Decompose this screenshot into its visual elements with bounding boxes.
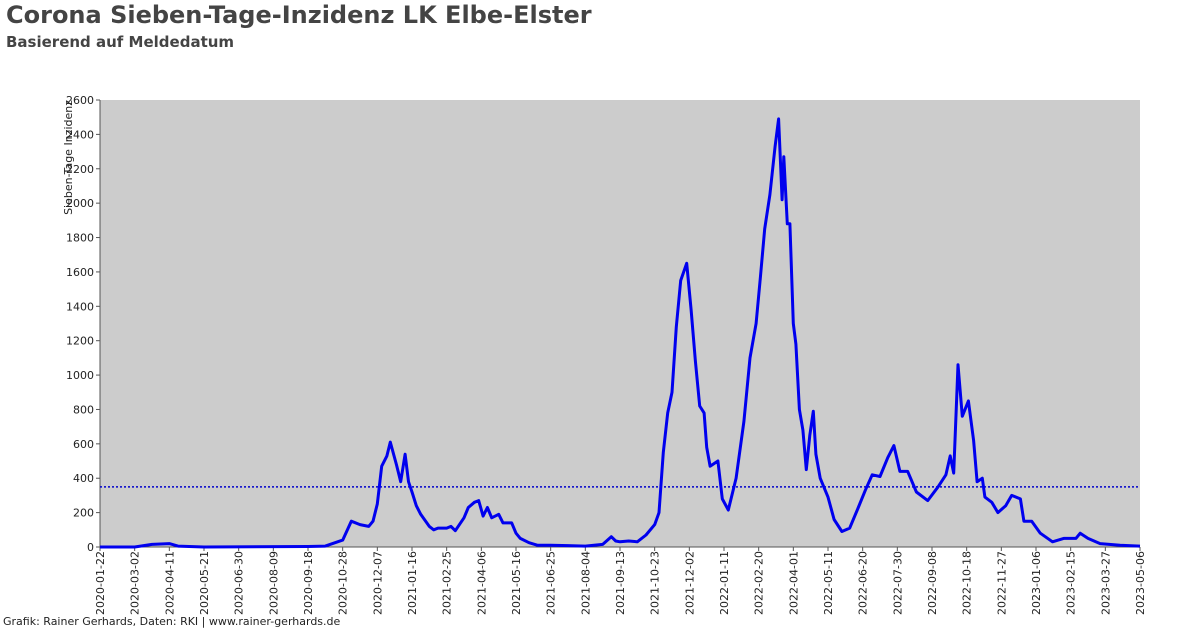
x-tick-label: 2021-08-04 bbox=[579, 551, 592, 615]
x-tick-label: 2020-08-09 bbox=[267, 551, 280, 615]
y-tick-label: 200 bbox=[73, 507, 94, 520]
x-tick-label: 2020-09-18 bbox=[302, 551, 315, 615]
chart-title: Corona Sieben-Tage-Inzidenz LK Elbe-Elst… bbox=[6, 1, 592, 29]
x-tick-label: 2021-02-25 bbox=[441, 551, 454, 615]
x-tick-label: 2022-09-08 bbox=[926, 551, 939, 615]
y-tick-label: 2600 bbox=[66, 94, 94, 107]
y-tick-label: 2400 bbox=[66, 128, 94, 141]
x-tick-label: 2022-10-18 bbox=[961, 551, 974, 615]
y-tick-label: 2200 bbox=[66, 163, 94, 176]
y-tick-label: 1800 bbox=[66, 232, 94, 245]
x-tick-label: 2020-05-21 bbox=[198, 551, 211, 615]
y-tick-label: 1600 bbox=[66, 266, 94, 279]
y-tick-label: 1400 bbox=[66, 300, 94, 313]
x-tick-label: 2021-04-06 bbox=[475, 551, 488, 615]
x-tick-label: 2020-06-30 bbox=[233, 551, 246, 615]
x-tick-label: 2020-01-22 bbox=[94, 551, 107, 615]
x-tick-label: 2021-05-16 bbox=[510, 551, 523, 615]
x-tick-label: 2021-01-16 bbox=[406, 551, 419, 615]
x-tick-label: 2022-04-01 bbox=[787, 551, 800, 615]
x-tick-label: 2020-10-28 bbox=[337, 551, 350, 615]
x-tick-label: 2023-03-27 bbox=[1099, 551, 1112, 615]
y-tick-label: 800 bbox=[73, 403, 94, 416]
x-tick-label: 2021-12-02 bbox=[683, 551, 696, 615]
y-axis-label: Sieben-Tage Inzidenz bbox=[62, 100, 75, 215]
y-tick-label: 0 bbox=[87, 541, 94, 554]
x-tick-label: 2021-10-23 bbox=[649, 551, 662, 615]
footer: Grafik: Rainer Gerhards, Daten: RKI | ww… bbox=[3, 615, 341, 628]
x-tick-label: 2022-02-20 bbox=[753, 551, 766, 615]
x-tick-label: 2020-04-11 bbox=[163, 551, 176, 615]
x-tick-label: 2022-05-11 bbox=[822, 551, 835, 615]
x-tick-label: 2021-06-25 bbox=[545, 551, 558, 615]
x-tick-label: 2020-03-02 bbox=[129, 551, 142, 615]
y-tick-label: 1200 bbox=[66, 335, 94, 348]
y-tick-label: 400 bbox=[73, 472, 94, 485]
y-tick-label: 1000 bbox=[66, 369, 94, 382]
data-line bbox=[100, 117, 1141, 549]
x-tick-label: 2021-09-13 bbox=[614, 551, 627, 615]
x-tick-label: 2023-05-06 bbox=[1134, 551, 1147, 615]
x-tick-label: 2022-01-11 bbox=[718, 551, 731, 615]
x-tick-label: 2020-12-07 bbox=[371, 551, 384, 615]
x-tick-label: 2022-11-27 bbox=[995, 551, 1008, 615]
chart-subtitle: Basierend auf Meldedatum bbox=[6, 33, 234, 51]
x-tick-label: 2023-01-06 bbox=[1030, 551, 1043, 615]
plot-background bbox=[100, 100, 1140, 547]
y-tick-label: 600 bbox=[73, 438, 94, 451]
x-tick-label: 2022-06-20 bbox=[857, 551, 870, 615]
y-tick-label: 2000 bbox=[66, 197, 94, 210]
x-tick-label: 2023-02-15 bbox=[1065, 551, 1078, 615]
x-tick-label: 2022-07-30 bbox=[891, 551, 904, 615]
